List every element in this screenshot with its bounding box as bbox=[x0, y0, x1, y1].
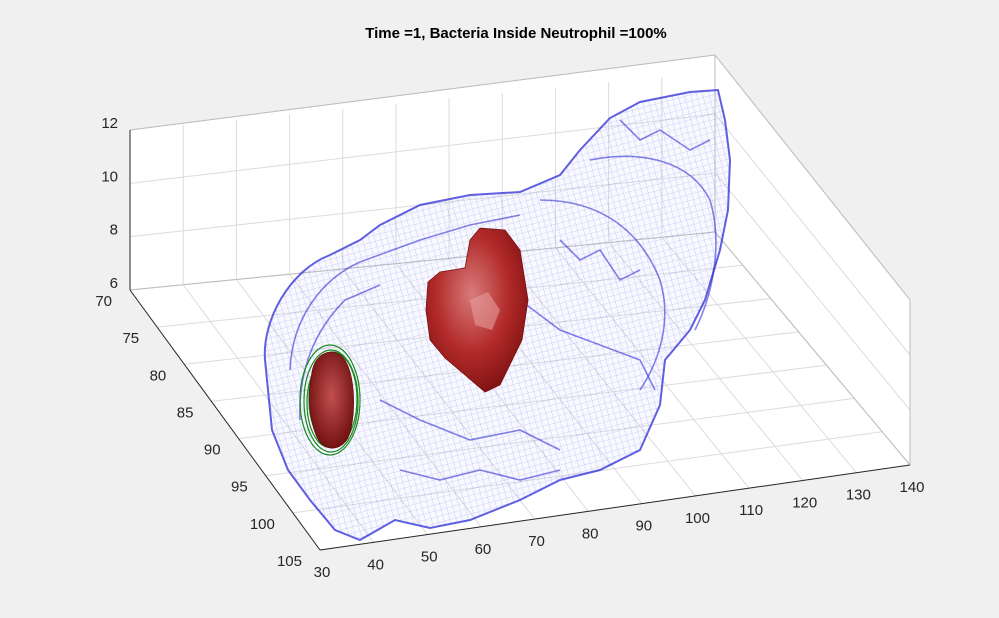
z-tick-label: 12 bbox=[101, 115, 118, 132]
surfaces bbox=[263, 88, 732, 542]
x-tick-label: 80 bbox=[582, 525, 599, 542]
z-tick-label: 8 bbox=[110, 222, 118, 239]
y-tick-label: 100 bbox=[250, 516, 275, 533]
bacteria-body bbox=[309, 351, 354, 449]
x-tick-label: 70 bbox=[528, 533, 545, 550]
front-axes bbox=[129, 130, 911, 551]
side-wall-plane bbox=[715, 55, 910, 465]
grid-line bbox=[714, 172, 911, 411]
x-tick-labels: 30 40 50 60 70 80 90 100 110 120 130 140 bbox=[314, 479, 925, 581]
y-tick-label: 85 bbox=[177, 404, 194, 421]
y-tick-label: 105 bbox=[277, 553, 302, 570]
x-tick-label: 130 bbox=[846, 487, 871, 504]
z-tick-labels: 6 8 10 12 bbox=[101, 115, 118, 292]
x-tick-label: 50 bbox=[421, 549, 438, 566]
x-tick-label: 60 bbox=[475, 541, 492, 558]
grid-line bbox=[714, 113, 911, 356]
x-tick-label: 120 bbox=[792, 494, 817, 511]
y-tick-labels: 70 75 80 85 90 95 100 105 bbox=[95, 293, 302, 570]
y-tick-label: 90 bbox=[204, 442, 221, 459]
y-tick-label: 75 bbox=[122, 330, 139, 347]
x-tick-label: 40 bbox=[367, 556, 384, 573]
x-tick-label: 110 bbox=[739, 502, 763, 519]
y-tick-label: 80 bbox=[150, 367, 167, 384]
x-tick-label: 90 bbox=[635, 518, 652, 535]
z-tick-label: 6 bbox=[110, 275, 118, 292]
y-tick-label: 95 bbox=[231, 479, 248, 496]
chart-title: Time =1, Bacteria Inside Neutrophil =100… bbox=[365, 25, 667, 42]
y-tick-label: 70 bbox=[95, 293, 112, 310]
inner-body-ridge bbox=[470, 292, 500, 330]
x-tick-label: 140 bbox=[899, 479, 924, 496]
x-tick-label: 30 bbox=[314, 564, 331, 581]
z-tick-label: 10 bbox=[101, 168, 118, 185]
x-tick-label: 100 bbox=[685, 510, 710, 527]
mesh-contours bbox=[289, 119, 717, 481]
